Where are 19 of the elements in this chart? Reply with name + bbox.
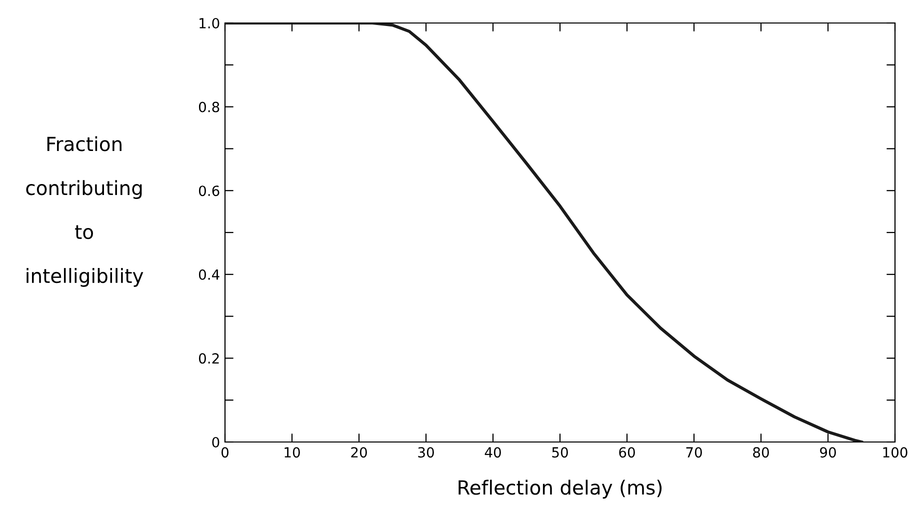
x-tick-label: 30: [418, 447, 434, 458]
x-tick-label: 70: [686, 447, 702, 458]
text: Fraction contributing to intelligibility: [26, 136, 144, 287]
x-axis-title: Reflection delay (ms): [458, 480, 662, 499]
y-tick-label: 0.4: [198, 269, 220, 280]
y-tick-label: 0.8: [198, 102, 220, 112]
y-tick-label: 1.0: [200, 18, 220, 28]
x-tick-label: 90: [820, 447, 836, 458]
y-tick-label: 0.6: [198, 186, 220, 196]
x-tick-label: 0: [221, 447, 228, 458]
x-tick-label: 100: [883, 447, 908, 458]
x-tick-label: 10: [284, 447, 300, 458]
x-tick-label: 40: [484, 447, 501, 458]
x-tick-label: 50: [552, 447, 568, 458]
x-tick-label: 60: [619, 447, 635, 458]
y-tick-label: 0.2: [198, 353, 219, 364]
x-tick-label: 20: [351, 447, 367, 458]
y-tick-label: 0: [212, 436, 220, 448]
x-tick-label: 80: [753, 447, 769, 458]
